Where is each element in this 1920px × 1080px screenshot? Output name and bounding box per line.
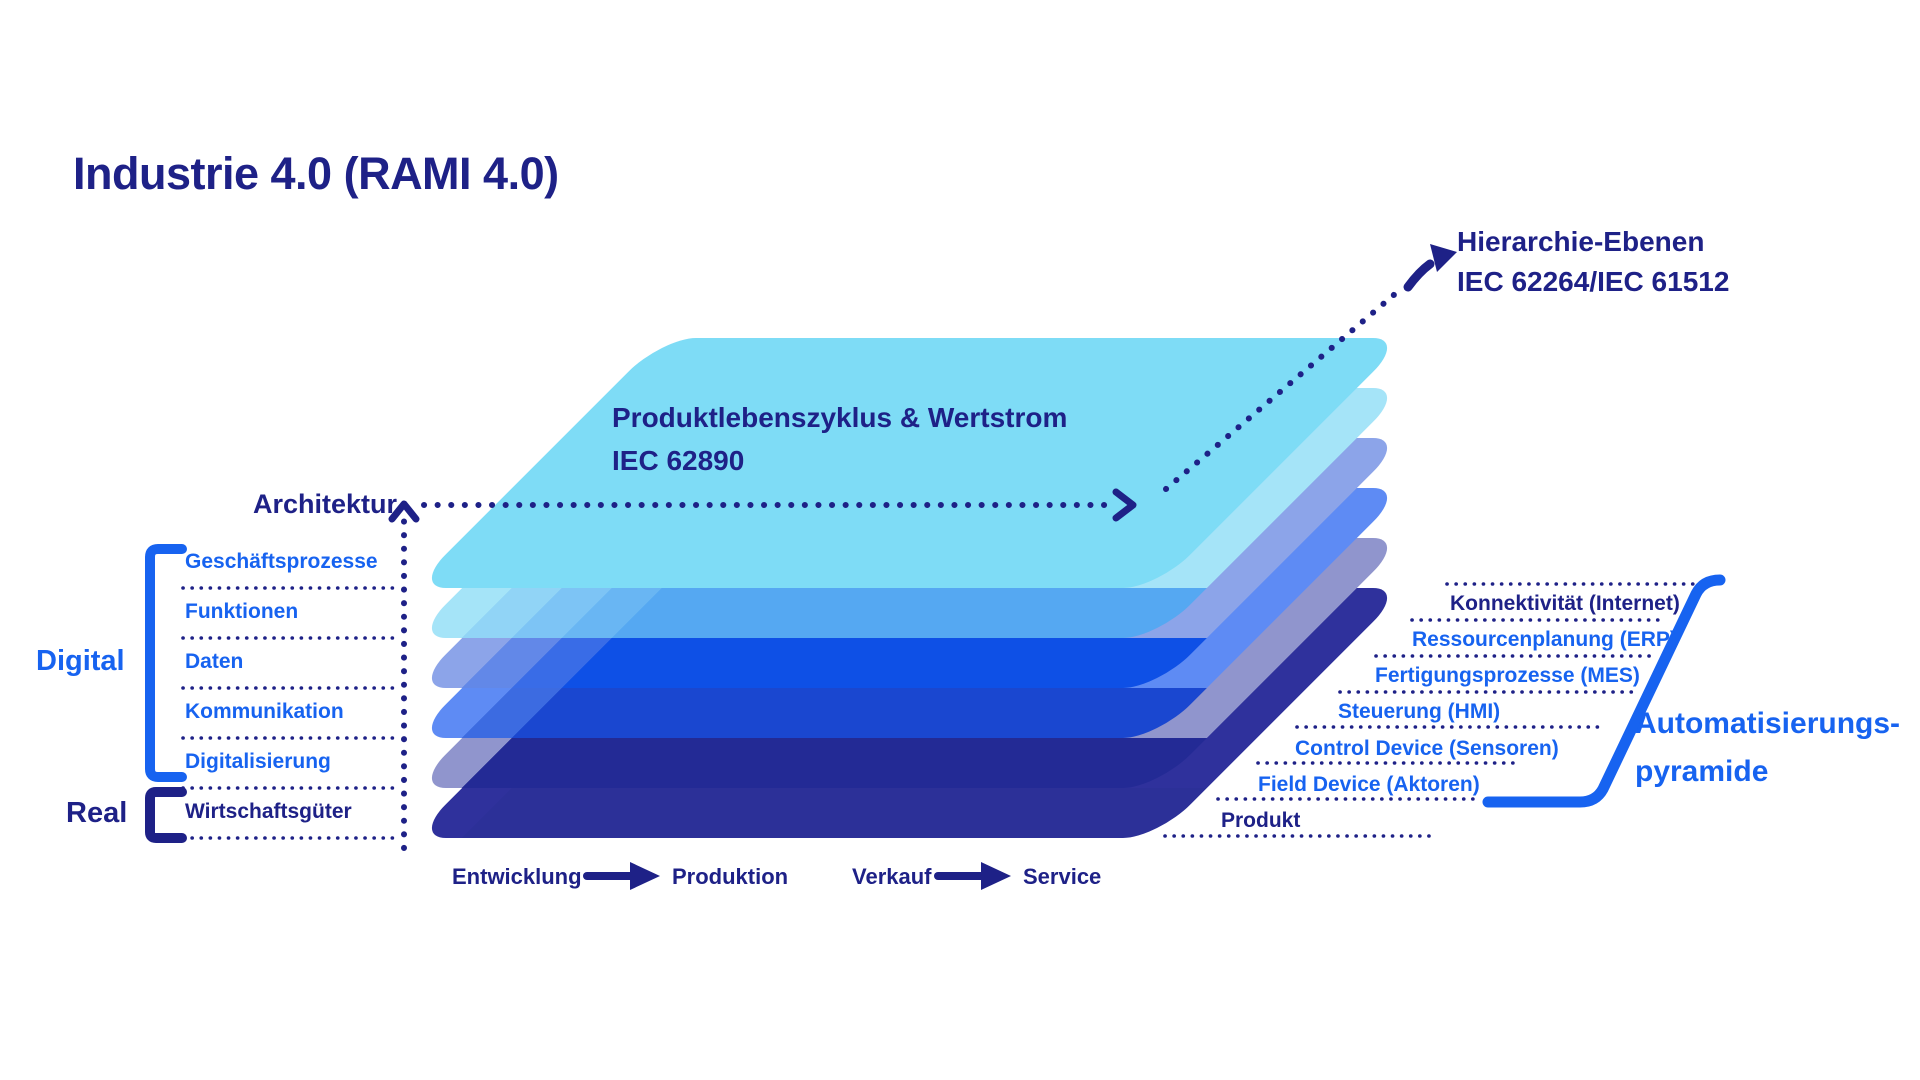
digital-bracket — [145, 544, 187, 782]
automation-pyramid-label: Automatisierungs- pyramide — [1635, 700, 1900, 796]
real-group-label: Real — [66, 797, 128, 829]
hierarchy-level-control-device: Control Device (Sensoren) — [1295, 737, 1559, 760]
hierarchy-level-fertigungsprozesse: Fertigungsprozesse (MES) — [1375, 664, 1640, 687]
stage-produktion: Produktion — [672, 864, 789, 889]
hierarchy-axis-label: Hierarchie-Ebenen IEC 62264/IEC 61512 — [1457, 222, 1729, 302]
automation-pyramid-line2: pyramide — [1635, 755, 1769, 788]
layer-label-wirtschaftsgueter: Wirtschaftsgüter — [185, 800, 352, 823]
architecture-axis-arrow — [388, 500, 420, 851]
hierarchy-level-produkt: Produkt — [1221, 809, 1301, 832]
hierarchy-level-field-device: Field Device (Aktoren) — [1258, 773, 1480, 796]
hierarchy-axis-line2: IEC 62264/IEC 61512 — [1457, 266, 1730, 297]
hierarchy-level-steuerung: Steuerung (HMI) — [1338, 700, 1501, 723]
hierarchy-level-konnektivitaet: Konnektivität (Internet) — [1450, 592, 1680, 615]
layer-label-daten: Daten — [185, 650, 244, 673]
layer-label-funktionen: Funktionen — [185, 600, 299, 623]
layer-label-geschaeftsprozesse: Geschäftsprozesse — [185, 550, 378, 573]
lifecycle-axis-line2: IEC 62890 — [612, 445, 745, 476]
left-dotted-lines — [181, 586, 401, 840]
layer-label-digitalisierung: Digitalisierung — [185, 750, 331, 773]
stage-entwicklung: Entwicklung — [452, 864, 582, 889]
lifecycle-axis-arrow — [421, 488, 1137, 522]
real-bracket — [145, 787, 187, 843]
automation-pyramid-bracket — [1482, 574, 1726, 808]
hierarchy-level-ressourcenplanung: Ressourcenplanung (ERP) — [1412, 628, 1677, 651]
automation-pyramid-line1: Automatisierungs- — [1635, 707, 1901, 740]
digital-group-label: Digital — [36, 645, 125, 677]
right-dotted-lines — [1163, 582, 1702, 838]
architecture-axis-label: Architektur — [252, 489, 397, 519]
lifecycle-axis-line1: Produktlebenszyklus & Wertstrom — [612, 402, 1068, 433]
hierarchy-axis-arrow — [1163, 244, 1457, 492]
stage-verkauf: Verkauf — [852, 864, 932, 889]
lifecycle-stage-arrows — [583, 862, 1011, 890]
page-title: Industrie 4.0 (RAMI 4.0) — [73, 148, 559, 199]
stage-service: Service — [1023, 864, 1102, 889]
lifecycle-axis-label: Produktlebenszyklus & Wertstrom IEC 6289… — [612, 396, 1067, 482]
hierarchy-axis-line1: Hierarchie-Ebenen — [1457, 226, 1705, 257]
layer-label-kommunikation: Kommunikation — [185, 700, 344, 723]
